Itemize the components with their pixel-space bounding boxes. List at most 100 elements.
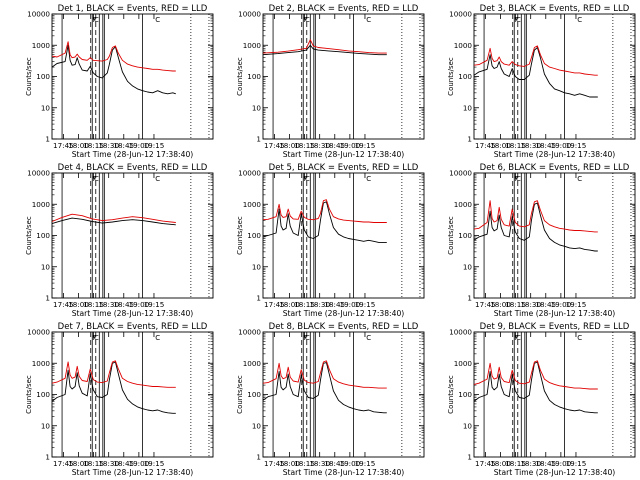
- y-tick-label: 1: [45, 135, 50, 144]
- y-tick-label: 1: [467, 135, 472, 144]
- y-tick-label: 100: [36, 72, 50, 81]
- plot-frame: [473, 13, 636, 140]
- event-marker-label: C: [155, 16, 160, 24]
- events-series-line: [262, 362, 387, 414]
- y-axis-label: Counts/sec: [25, 375, 33, 414]
- y-tick-label: 1: [45, 294, 50, 303]
- y-tick-label: 1000: [32, 359, 51, 368]
- x-tick-label: 19:15: [566, 459, 587, 468]
- x-tick-label: 18:45: [113, 459, 134, 468]
- detector-panel-7: Det 7, BLACK = Events, RED = LLD 1 10 100 10…: [25, 322, 214, 477]
- x-tick-label: 18:15: [294, 300, 315, 309]
- x-tick-label: 18:00: [490, 300, 511, 309]
- detector-panel-9: Det 9, BLACK = Events, RED = LLD 1 10 100 10…: [447, 322, 636, 477]
- events-series-line: [473, 361, 598, 414]
- y-tick-label: 100: [36, 231, 50, 240]
- event-marker-label: C: [516, 175, 521, 183]
- y-axis-label: Counts/sec: [447, 216, 455, 255]
- y-tick-label: 1: [256, 294, 261, 303]
- y-tick-label: 100: [458, 390, 472, 399]
- events-series-line: [262, 44, 387, 56]
- x-tick-label: 19:00: [551, 141, 572, 150]
- x-tick-label: 18:15: [83, 459, 104, 468]
- event-marker-label: C: [305, 334, 310, 342]
- detector-panel-3: Det 3, BLACK = Events, RED = LLD 1 10 100 10…: [447, 4, 636, 159]
- lld-series-line: [473, 360, 598, 390]
- y-tick-label: 1000: [243, 200, 262, 209]
- panel-title: Det 8, BLACK = Events, RED = LLD: [269, 322, 419, 332]
- lld-series-line: [262, 360, 387, 389]
- x-tick-label: 18:30: [98, 300, 119, 309]
- x-tick-label: 18:45: [113, 300, 134, 309]
- x-tick-label: 18:45: [535, 141, 556, 150]
- y-tick-label: 10000: [238, 169, 261, 178]
- lld-series-line: [473, 200, 598, 233]
- x-tick-label: 19:00: [551, 459, 572, 468]
- y-axis-label: Counts/sec: [25, 57, 33, 96]
- y-tick-label: 1000: [454, 41, 473, 50]
- y-tick-label: 1000: [243, 41, 262, 50]
- y-tick-label: 10000: [238, 10, 261, 19]
- x-tick-label: 18:30: [520, 300, 541, 309]
- y-tick-label: 100: [247, 72, 261, 81]
- x-tick-label: 18:30: [520, 141, 541, 150]
- x-axis-label: Start Time (28-Jun-12 17:38:40): [72, 150, 194, 159]
- panel-title: Det 1, BLACK = Events, RED = LLD: [58, 4, 208, 14]
- event-marker-label: F: [514, 16, 518, 24]
- event-marker-label: C: [155, 175, 160, 183]
- y-axis-label: Counts/sec: [447, 375, 455, 414]
- x-axis-label: Start Time (28-Jun-12 17:38:40): [72, 468, 194, 477]
- x-tick-label: 19:15: [355, 141, 376, 150]
- plot-frame: [262, 331, 425, 458]
- panel-title: Det 5, BLACK = Events, RED = LLD: [269, 163, 419, 173]
- x-tick-label: 19:00: [129, 141, 150, 150]
- x-tick-label: 17:45: [53, 300, 74, 309]
- y-tick-label: 100: [458, 231, 472, 240]
- x-tick-label: 17:45: [264, 300, 285, 309]
- x-tick-label: 18:15: [505, 141, 526, 150]
- event-marker-label: F: [92, 334, 96, 342]
- x-tick-label: 18:30: [520, 459, 541, 468]
- x-axis-label: Start Time (28-Jun-12 17:38:40): [494, 309, 616, 318]
- plot-frame: [262, 13, 425, 140]
- x-axis-label: Start Time (28-Jun-12 17:38:40): [494, 468, 616, 477]
- y-tick-label: 10: [463, 421, 473, 430]
- y-tick-label: 1: [45, 453, 50, 462]
- events-series-line: [473, 202, 598, 252]
- x-tick-label: 19:15: [355, 300, 376, 309]
- y-tick-label: 10000: [449, 328, 472, 337]
- x-tick-label: 17:45: [264, 141, 285, 150]
- x-tick-label: 18:30: [309, 141, 330, 150]
- x-tick-label: 17:45: [475, 141, 496, 150]
- events-series-line: [51, 361, 176, 414]
- panel-title: Det 4, BLACK = Events, RED = LLD: [58, 163, 208, 173]
- plot-frame: [51, 331, 214, 458]
- x-tick-label: 17:45: [475, 459, 496, 468]
- x-tick-label: 17:45: [53, 141, 74, 150]
- x-tick-label: 18:30: [98, 141, 119, 150]
- y-tick-label: 10: [41, 421, 51, 430]
- x-tick-label: 18:00: [279, 141, 300, 150]
- x-axis-label: Start Time (28-Jun-12 17:38:40): [283, 309, 405, 318]
- x-tick-label: 18:15: [294, 459, 315, 468]
- x-tick-label: 18:15: [83, 300, 104, 309]
- y-tick-label: 10000: [449, 10, 472, 19]
- lld-series-line: [51, 360, 176, 388]
- y-tick-label: 10: [41, 262, 51, 271]
- events-series-line: [51, 44, 176, 95]
- event-marker-label: C: [155, 334, 160, 342]
- detector-panel-1: Det 1, BLACK = Events, RED = LLD 1 10 100 10…: [25, 4, 214, 159]
- y-tick-label: 1: [467, 453, 472, 462]
- y-tick-label: 10000: [27, 10, 50, 19]
- event-marker-label: C: [94, 175, 99, 183]
- x-tick-label: 18:00: [279, 300, 300, 309]
- x-tick-label: 18:15: [505, 300, 526, 309]
- y-tick-label: 100: [458, 72, 472, 81]
- x-tick-label: 17:45: [53, 459, 74, 468]
- plot-frame: [473, 331, 636, 458]
- lld-series-line: [262, 39, 387, 54]
- detector-panel-4: Det 4, BLACK = Events, RED = LLD 1 10 100 10…: [25, 163, 214, 318]
- x-tick-label: 18:45: [113, 141, 134, 150]
- detector-panel-8: Det 8, BLACK = Events, RED = LLD 1 10 100 10…: [236, 322, 425, 477]
- y-axis-label: Counts/sec: [236, 216, 244, 255]
